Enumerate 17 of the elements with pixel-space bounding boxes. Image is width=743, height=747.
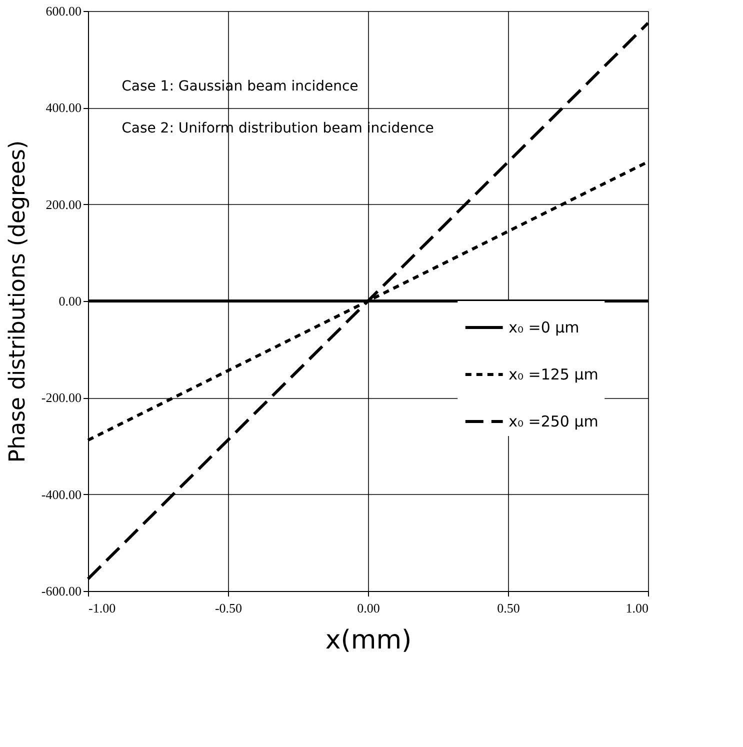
y-tick-label: 600.00	[46, 4, 82, 18]
x-axis-title: x(mm)	[325, 626, 412, 656]
legend-label: x₀ =125 µm	[508, 366, 598, 384]
y-tick-label: 0.00	[58, 294, 82, 308]
y-tick-label: -200.00	[41, 390, 82, 406]
y-axis-title: Phase distributions (degrees)	[5, 140, 30, 463]
x-tick-label: 0.00	[357, 600, 380, 616]
legend-label: x₀ =0 µm	[508, 318, 580, 336]
y-tick-label: -400.00	[41, 486, 82, 502]
x-tick-label: 0.50	[497, 600, 520, 616]
x-tick-label: -1.00	[88, 600, 116, 616]
legend-label: x₀ =250 µm	[508, 412, 598, 430]
y-tick-label: 400.00	[46, 100, 82, 116]
y-tick-label: -600.00	[41, 584, 82, 598]
x-tick-label: 1.00	[626, 600, 648, 616]
x-tick-label: -0.50	[214, 600, 242, 616]
y-tick-label: 200.00	[46, 196, 82, 212]
